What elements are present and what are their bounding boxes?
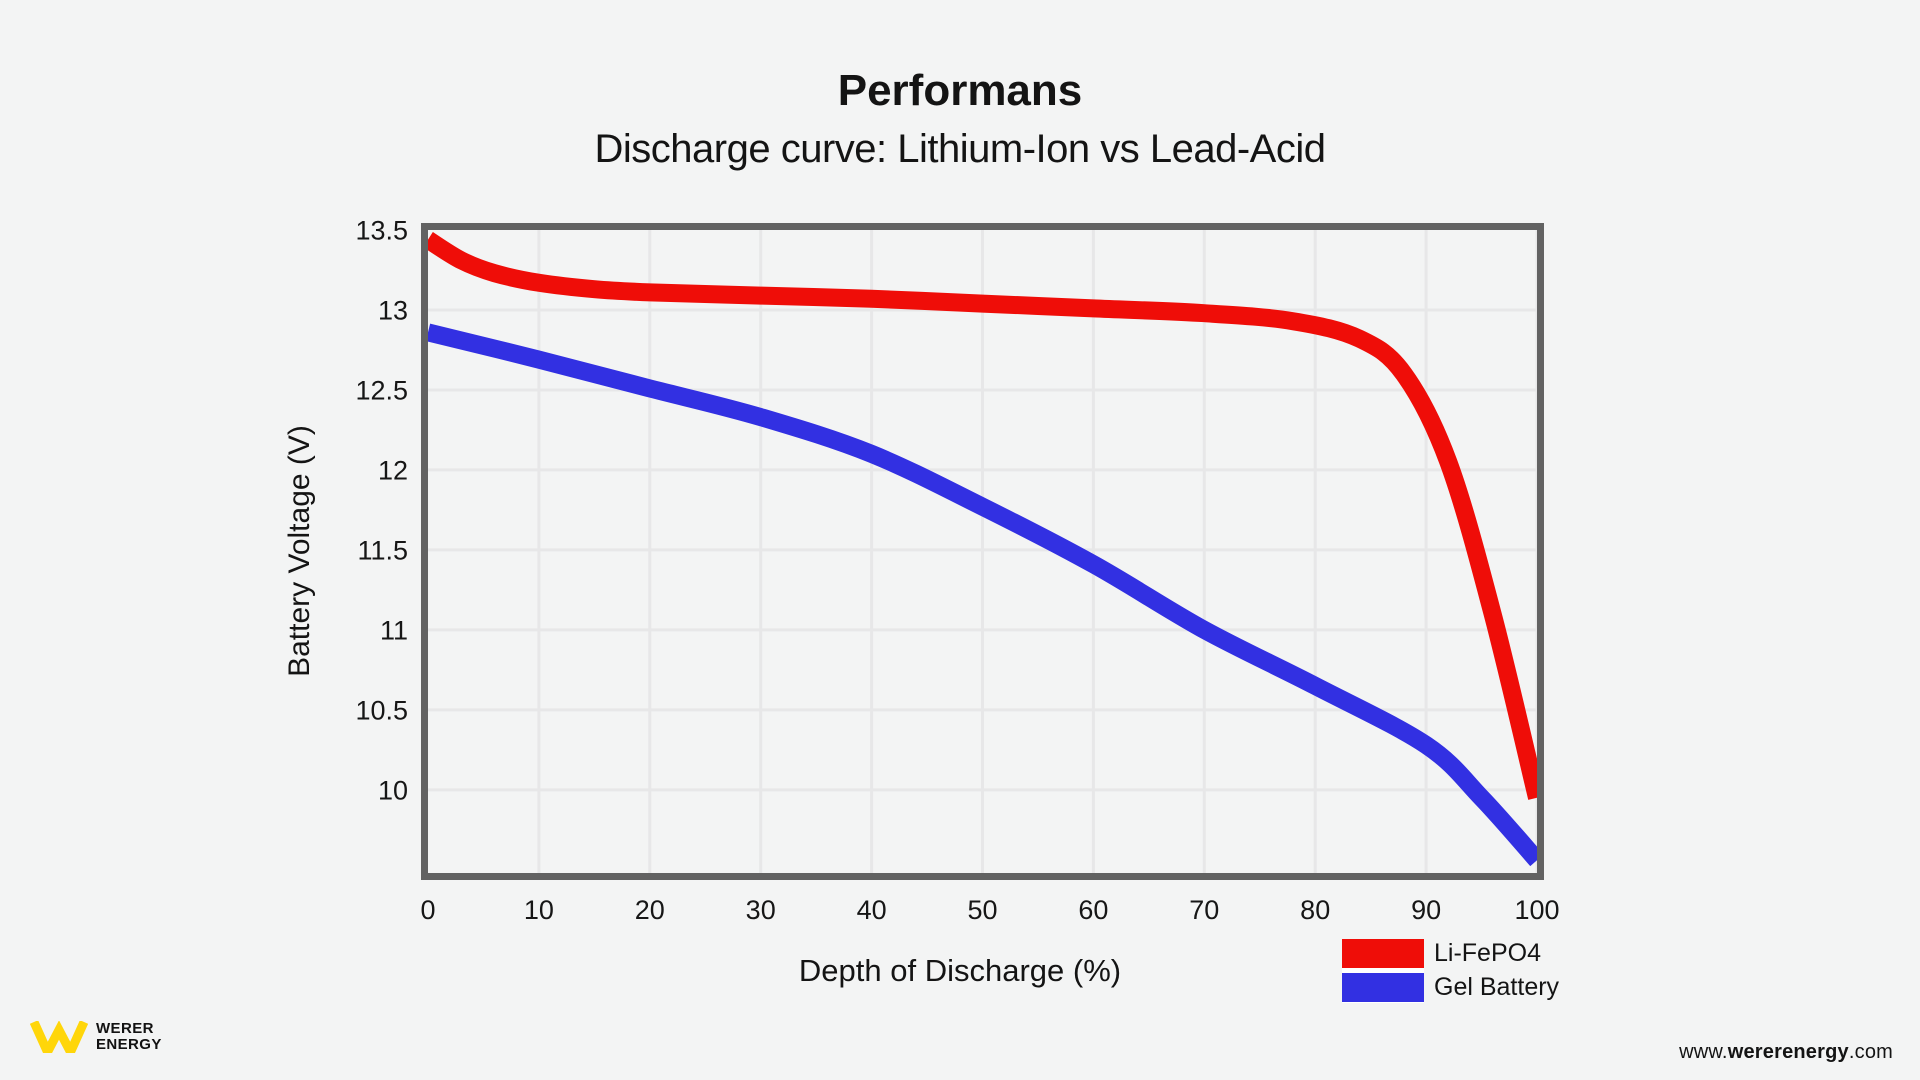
legend-item-lifepo4: Li-FePO4 bbox=[1342, 939, 1559, 968]
chart-subtitle: Discharge curve: Lithium-Ion vs Lead-Aci… bbox=[594, 126, 1326, 171]
chart-header: Performans Discharge curve: Lithium-Ion … bbox=[0, 66, 1920, 171]
x-tick-80: 80 bbox=[1300, 895, 1330, 925]
brand-wordmark: WERER ENERGY bbox=[96, 1021, 162, 1053]
plot-border bbox=[421, 223, 1544, 880]
x-tick-70: 70 bbox=[1189, 895, 1219, 925]
x-tick-20: 20 bbox=[635, 895, 665, 925]
x-tick-30: 30 bbox=[746, 895, 776, 925]
x-tick-90: 90 bbox=[1411, 895, 1441, 925]
website-url: www.wererenergy.com bbox=[1679, 1041, 1893, 1064]
x-tick-10: 10 bbox=[524, 895, 554, 925]
y-tick-10.5: 10.5 bbox=[355, 695, 408, 725]
gel-battery-swatch bbox=[1342, 973, 1424, 1002]
x-tick-40: 40 bbox=[857, 895, 887, 925]
y-axis-title: Battery Voltage (V) bbox=[283, 425, 316, 677]
url-brand: wererenergy bbox=[1727, 1041, 1849, 1063]
brand-logo: WERER ENERGY bbox=[30, 1021, 162, 1053]
x-tick-0: 0 bbox=[420, 895, 435, 925]
url-suffix: .com bbox=[1848, 1041, 1893, 1063]
lifepo4-label: Li-FePO4 bbox=[1434, 939, 1541, 967]
lifepo4-swatch bbox=[1342, 939, 1424, 968]
curve-gel-battery bbox=[428, 323, 1537, 867]
x-tick-50: 50 bbox=[967, 895, 997, 925]
url-prefix: www. bbox=[1679, 1041, 1728, 1063]
x-tick-100: 100 bbox=[1514, 895, 1559, 925]
x-axis-title: Depth of Discharge (%) bbox=[798, 953, 1122, 988]
curve-li-fepo4 bbox=[428, 232, 1537, 800]
y-tick-10: 10 bbox=[378, 775, 408, 805]
y-tick-11.5: 11.5 bbox=[357, 535, 408, 565]
y-tick-13.5: 13.5 bbox=[355, 215, 408, 245]
gel-battery-label: Gel Battery bbox=[1434, 973, 1560, 1001]
y-tick-11: 11 bbox=[380, 615, 408, 645]
y-tick-12.5: 12.5 bbox=[355, 375, 408, 405]
brand-line2: ENERGY bbox=[96, 1036, 162, 1053]
chart-title: Performans bbox=[837, 66, 1083, 115]
legend: Li-FePO4 Gel Battery bbox=[1342, 939, 1559, 1003]
y-tick-12: 12 bbox=[378, 455, 408, 485]
werer-energy-w-icon bbox=[30, 1021, 88, 1053]
curves bbox=[428, 232, 1537, 867]
x-tick-60: 60 bbox=[1078, 895, 1108, 925]
legend-item-gel-battery: Gel Battery bbox=[1342, 973, 1559, 1002]
brand-line1: WERER bbox=[96, 1020, 154, 1037]
gridlines bbox=[428, 230, 1539, 873]
y-tick-13: 13 bbox=[378, 295, 408, 325]
